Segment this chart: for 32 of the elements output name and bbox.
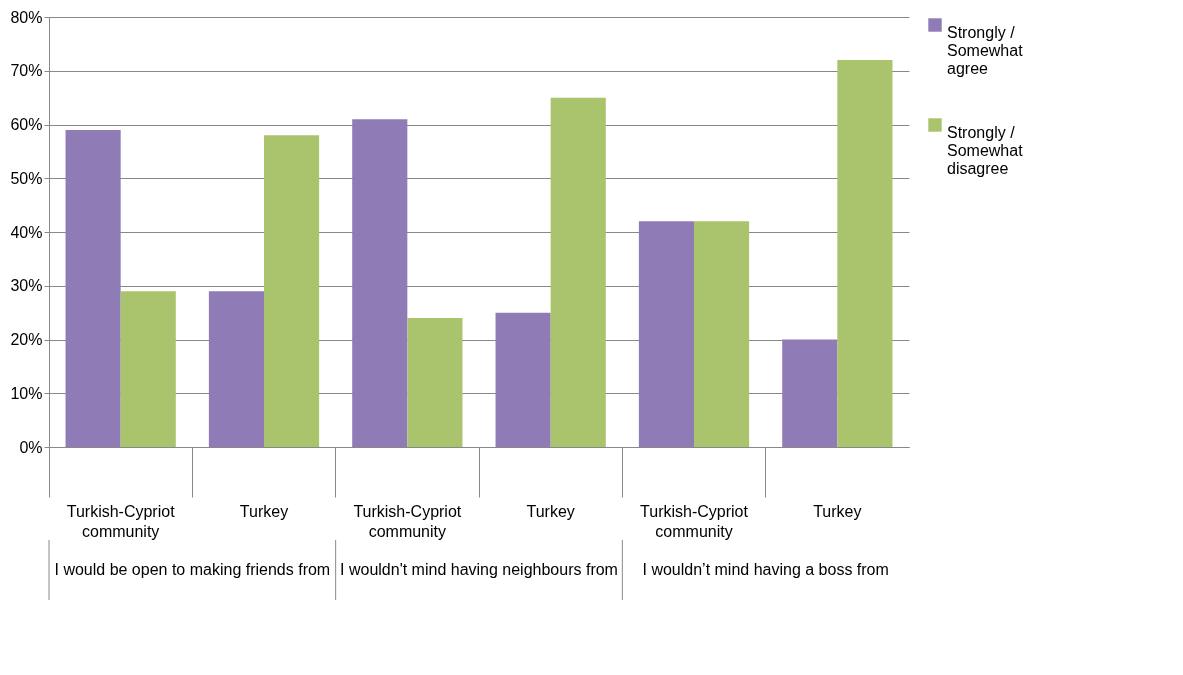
bar: [550, 97, 606, 447]
x-tick-label: Turkey: [239, 502, 289, 520]
legend-label: Strongly / Somewhat disagree: [947, 124, 1024, 177]
bar: [352, 119, 408, 447]
text: I would be open to making friends from: [54, 561, 331, 578]
bar: [407, 318, 463, 447]
y-tick-label: 40%: [10, 223, 43, 241]
y-tick-label: 0%: [19, 438, 43, 456]
y-tick-label: 30%: [10, 277, 43, 295]
bar: [638, 221, 694, 447]
x-tick-label: Turkish-Cypriot community: [353, 502, 462, 540]
bar: [65, 129, 121, 447]
y-tick-label: 60%: [10, 116, 43, 133]
x-tick-label: Turkish-Cypriot community: [640, 502, 749, 540]
y-tick-label: 70%: [10, 62, 43, 80]
bar: [495, 312, 551, 447]
y-tick-label: 10%: [10, 384, 43, 402]
x-tick-label: Turkey: [813, 502, 862, 520]
legend-label: Strongly / Somewhat agree: [947, 24, 1024, 77]
text: I wouldn’t mind having a boss from: [642, 561, 889, 578]
y-tick-label: 20%: [10, 331, 43, 348]
x-tick-label: Turkey: [526, 502, 575, 520]
bar: [264, 135, 320, 447]
bar: [837, 60, 893, 447]
y-tick-label: 50%: [10, 169, 43, 187]
bar: [120, 291, 176, 447]
bar: [782, 339, 838, 447]
text: I wouldn't mind having neighbours from: [340, 561, 618, 578]
y-tick-label: 80%: [10, 8, 43, 26]
bar: [208, 291, 264, 447]
bar: [694, 221, 750, 447]
x-tick-label: Turkish-Cypriot community: [66, 502, 176, 540]
